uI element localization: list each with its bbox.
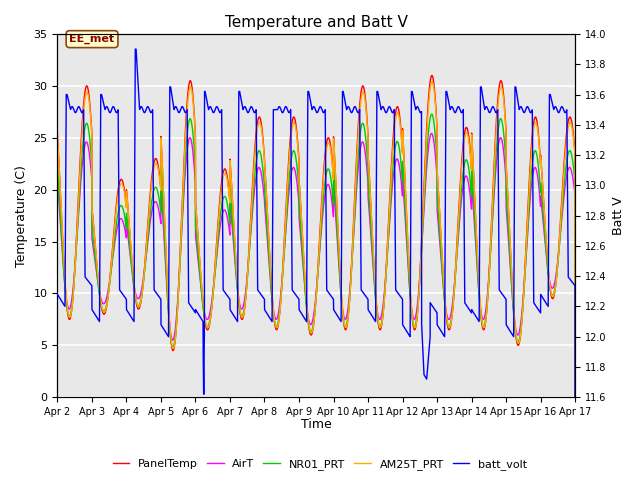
Y-axis label: Temperature (C): Temperature (C) bbox=[15, 165, 28, 266]
PanelTemp bbox=[550, 295, 557, 301]
AirT bbox=[428, 131, 435, 136]
AM25T_PRT bbox=[447, 323, 454, 328]
AirT bbox=[432, 158, 440, 164]
AirT bbox=[447, 313, 454, 319]
NR01_PRT bbox=[447, 321, 454, 326]
AM25T_PRT bbox=[230, 212, 237, 218]
batt_volt bbox=[550, 106, 557, 111]
AM25T_PRT bbox=[54, 133, 61, 139]
AirT bbox=[54, 178, 61, 183]
AirT bbox=[299, 255, 307, 261]
Line: NR01_PRT: NR01_PRT bbox=[58, 114, 575, 397]
PanelTemp bbox=[447, 324, 454, 330]
batt_volt bbox=[447, 106, 454, 112]
AM25T_PRT bbox=[543, 249, 551, 254]
PanelTemp bbox=[299, 233, 307, 239]
AirT bbox=[230, 238, 237, 244]
Y-axis label: Batt V: Batt V bbox=[612, 196, 625, 235]
NR01_PRT bbox=[428, 111, 436, 117]
Text: EE_met: EE_met bbox=[70, 34, 115, 44]
batt_volt bbox=[54, 291, 61, 297]
NR01_PRT bbox=[572, 395, 579, 400]
AM25T_PRT bbox=[550, 293, 557, 299]
Line: AM25T_PRT: AM25T_PRT bbox=[58, 82, 575, 397]
PanelTemp bbox=[543, 252, 551, 257]
AM25T_PRT bbox=[572, 395, 579, 400]
NR01_PRT bbox=[299, 250, 307, 255]
PanelTemp bbox=[230, 213, 237, 219]
PanelTemp bbox=[572, 395, 579, 400]
Title: Temperature and Batt V: Temperature and Batt V bbox=[225, 15, 408, 30]
AM25T_PRT bbox=[299, 231, 307, 237]
NR01_PRT bbox=[54, 163, 61, 168]
NR01_PRT bbox=[543, 259, 551, 265]
NR01_PRT bbox=[230, 231, 237, 237]
PanelTemp bbox=[54, 131, 61, 137]
Line: batt_volt: batt_volt bbox=[58, 49, 575, 480]
batt_volt bbox=[299, 312, 307, 318]
AM25T_PRT bbox=[428, 79, 436, 85]
AM25T_PRT bbox=[432, 108, 440, 114]
Legend: PanelTemp, AirT, NR01_PRT, AM25T_PRT, batt_volt: PanelTemp, AirT, NR01_PRT, AM25T_PRT, ba… bbox=[108, 455, 532, 474]
batt_volt bbox=[131, 46, 139, 52]
NR01_PRT bbox=[550, 292, 557, 298]
NR01_PRT bbox=[432, 141, 440, 146]
AirT bbox=[572, 395, 579, 400]
X-axis label: Time: Time bbox=[301, 419, 332, 432]
Line: PanelTemp: PanelTemp bbox=[58, 75, 575, 397]
PanelTemp bbox=[432, 105, 440, 111]
Line: AirT: AirT bbox=[58, 133, 575, 397]
AirT bbox=[550, 284, 557, 290]
batt_volt bbox=[230, 312, 237, 318]
PanelTemp bbox=[428, 72, 436, 78]
batt_volt bbox=[543, 301, 551, 307]
AirT bbox=[543, 259, 551, 265]
batt_volt bbox=[432, 308, 440, 314]
